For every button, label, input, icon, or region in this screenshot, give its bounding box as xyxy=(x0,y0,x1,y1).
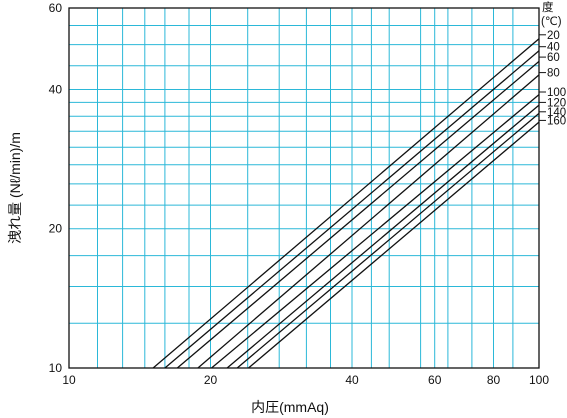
series-label: 100 xyxy=(547,87,566,99)
series-line-160 xyxy=(248,121,540,369)
y-axis-label: 洩れ量 (Nℓ/min)/m xyxy=(7,132,23,244)
x-tick-label: 20 xyxy=(204,373,218,387)
series-label: 160 xyxy=(547,115,566,127)
series-label: 60 xyxy=(547,52,560,64)
series-label: 20 xyxy=(547,30,560,42)
series-line-100 xyxy=(211,94,540,369)
series-line-40 xyxy=(164,50,540,369)
legend-unit: (℃) xyxy=(541,16,562,28)
y-tick-label: 20 xyxy=(49,222,63,236)
x-tick-label: 100 xyxy=(529,373,549,387)
plot-frame xyxy=(68,7,540,369)
series-line-140 xyxy=(236,112,540,369)
legend-title: 度 xyxy=(542,0,554,14)
series-line-80 xyxy=(197,74,540,369)
series-label: 40 xyxy=(547,42,560,54)
series-lines xyxy=(152,38,540,369)
y-tick-label: 40 xyxy=(49,83,63,97)
series-line-60 xyxy=(176,60,540,369)
series-label: 120 xyxy=(547,97,566,109)
y-tick-label: 10 xyxy=(49,361,63,375)
series-line-20 xyxy=(152,38,540,369)
y-tick-label: 60 xyxy=(49,1,63,15)
x-axis-label: 内圧(mmAq) xyxy=(251,399,329,415)
x-tick-label: 10 xyxy=(62,373,76,387)
series-label: 140 xyxy=(547,107,566,119)
x-tick-label: 40 xyxy=(345,373,359,387)
series-label: 80 xyxy=(547,68,560,80)
tick-labels: 10 20 40 60 80 100 10 20 40 60 xyxy=(49,1,550,387)
x-tick-label: 80 xyxy=(487,373,501,387)
grid-lines xyxy=(69,8,539,368)
series-line-120 xyxy=(226,104,540,369)
x-tick-label: 60 xyxy=(428,373,442,387)
